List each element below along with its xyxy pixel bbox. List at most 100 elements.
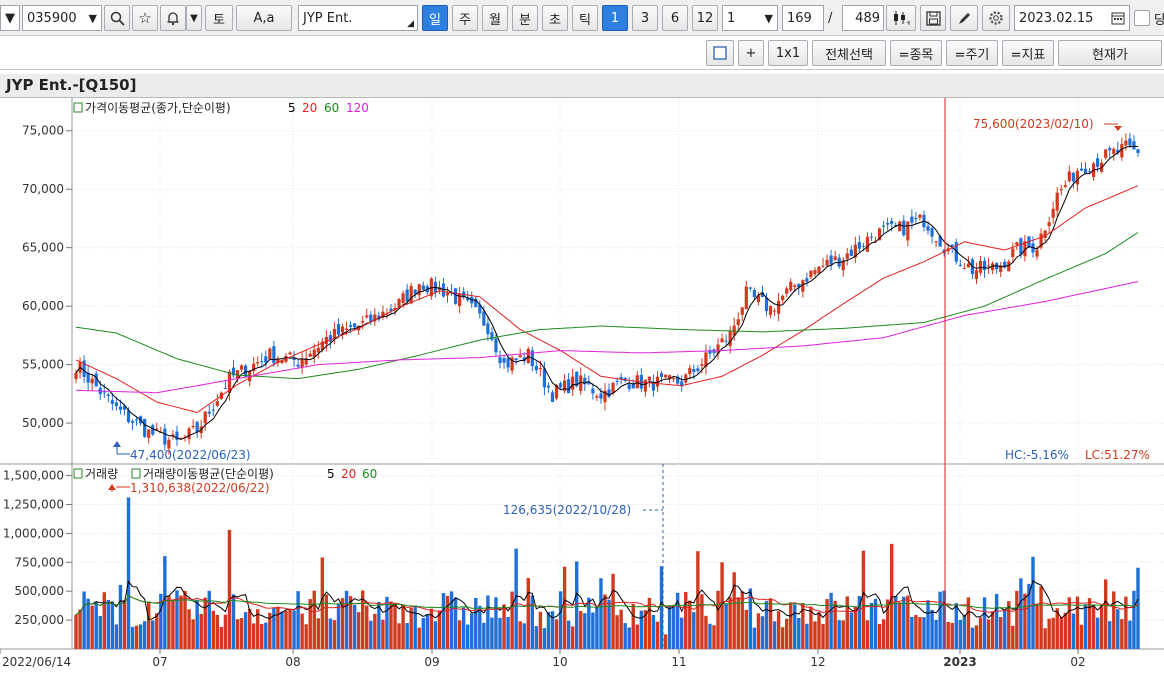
to-button[interactable]: 토 (205, 5, 233, 31)
volume-bar (873, 598, 878, 649)
volume-bar (223, 614, 228, 649)
volume-bar (599, 578, 603, 649)
volume-ma5-line (75, 579, 1139, 621)
checkbox[interactable] (1134, 10, 1150, 26)
volume-ma20-line (75, 594, 1139, 616)
candle-type-icon[interactable]: + (886, 5, 916, 31)
volume-bar (381, 619, 385, 649)
volume-bar (207, 590, 211, 649)
count-field[interactable]: 169 (782, 5, 824, 31)
font-button[interactable]: A,a (236, 5, 292, 31)
candle-body (207, 411, 211, 414)
x-tick-label: 12 (810, 655, 825, 669)
calendar-icon[interactable] (1111, 11, 1125, 29)
volume-bar (510, 591, 514, 649)
volume-bar (1051, 617, 1055, 649)
save-icon[interactable] (920, 5, 946, 31)
indicator-button[interactable]: =지표 (1002, 40, 1054, 66)
volume-bar (106, 599, 111, 649)
chart-title-bar: JYP Ent.-[Q150] (0, 74, 1164, 98)
candle-body (1136, 149, 1140, 153)
x-axis-ticks: 2022/06/14 07 08 09 10 11 12 2023 02 (0, 649, 1086, 669)
interval-select[interactable]: 1 ▼ (722, 5, 778, 31)
search-icon[interactable] (104, 5, 130, 31)
price-tick-label: 70,000 (22, 182, 64, 196)
pen-icon[interactable] (950, 5, 978, 31)
n3-button[interactable]: 3 (632, 5, 658, 31)
volume-bar (215, 614, 220, 649)
current-price-button[interactable]: 현재가 (1058, 40, 1162, 66)
volume-bar (397, 623, 401, 649)
volume-bar (1103, 579, 1108, 649)
volume-bar (784, 618, 789, 649)
stock-button[interactable]: =종목 (890, 40, 942, 66)
plus-button[interactable]: + (738, 40, 764, 66)
volume-bar (611, 573, 615, 649)
dropdown-arrow[interactable]: ▼ (0, 5, 20, 31)
stock-chart[interactable]: 75,000 70,000 65,000 60,000 55,000 50,000 1,5… (0, 98, 1164, 675)
volume-tick-label: 1,500,000 (3, 469, 64, 483)
date-field[interactable]: 2023.02.15 (1014, 5, 1130, 31)
n12-label: 12 (696, 10, 714, 26)
period-tick-button[interactable]: 틱 (572, 5, 598, 31)
slash-text: / (828, 10, 833, 26)
volume-bar (239, 618, 244, 649)
volume-bar (502, 604, 506, 649)
candle-body (1071, 172, 1075, 182)
volume-bar (885, 599, 890, 649)
star-icon[interactable]: ☆ (132, 5, 158, 31)
volume-bar (631, 604, 635, 649)
stock-name-field[interactable]: JYP Ent. ◢ (298, 5, 418, 31)
volume-bar (482, 622, 486, 649)
volume-bar (393, 602, 397, 649)
period-second-button[interactable]: 초 (542, 5, 568, 31)
select-all-button[interactable]: 전체선택 (812, 40, 886, 66)
candle-body (272, 346, 276, 364)
period-month-button[interactable]: 월 (482, 5, 508, 31)
volume-bar (219, 627, 224, 649)
bell-dropdown-icon[interactable]: ▼ (186, 5, 202, 31)
volume-bar (1003, 609, 1007, 649)
ma120-line (75, 281, 1139, 394)
n6-button[interactable]: 6 (662, 5, 688, 31)
volume-bar (708, 623, 712, 649)
candle-body (175, 431, 179, 440)
n12-button[interactable]: 12 (692, 5, 718, 31)
total-value: 489 (855, 10, 880, 26)
candle-body (369, 314, 373, 322)
bell-icon[interactable] (160, 5, 186, 31)
volume-bar (736, 597, 740, 649)
gear-icon[interactable] (982, 5, 1010, 31)
legend-ma120: 120 (346, 101, 369, 115)
period-week-button[interactable]: 주 (452, 5, 478, 31)
candle-body (458, 293, 462, 306)
x-tick-label: 10 (552, 655, 567, 669)
volume-bar (522, 623, 526, 649)
volume-bar (1047, 618, 1051, 649)
square-icon[interactable] (706, 40, 734, 66)
one-by-one-button[interactable]: 1x1 (768, 40, 808, 66)
candle-body (1112, 148, 1116, 154)
candle-body (974, 270, 979, 279)
volume-bar (98, 615, 102, 649)
volume-bar (437, 610, 442, 649)
volume-bar (813, 621, 817, 649)
volume-bar (1132, 590, 1136, 649)
candle-body (1132, 141, 1136, 150)
plus-label: + (745, 45, 757, 61)
stock-code-select[interactable]: 035900 ▼ (22, 5, 102, 31)
period-day-button[interactable]: 일 (422, 5, 448, 31)
candle-body (231, 367, 236, 376)
candle-body (575, 371, 579, 387)
candle-body (829, 255, 833, 265)
volume-bar (78, 609, 82, 649)
candle-body (389, 308, 393, 312)
cycle-button[interactable]: =주기 (946, 40, 998, 66)
volume-bar (175, 590, 179, 649)
volume-bar (558, 591, 563, 649)
total-field[interactable]: 489 (842, 5, 884, 31)
period-minute-button[interactable]: 분 (512, 5, 538, 31)
n1-button[interactable]: 1 (602, 5, 628, 31)
volume-bar (688, 600, 692, 649)
corner-triangle-icon: ◢ (407, 19, 414, 29)
